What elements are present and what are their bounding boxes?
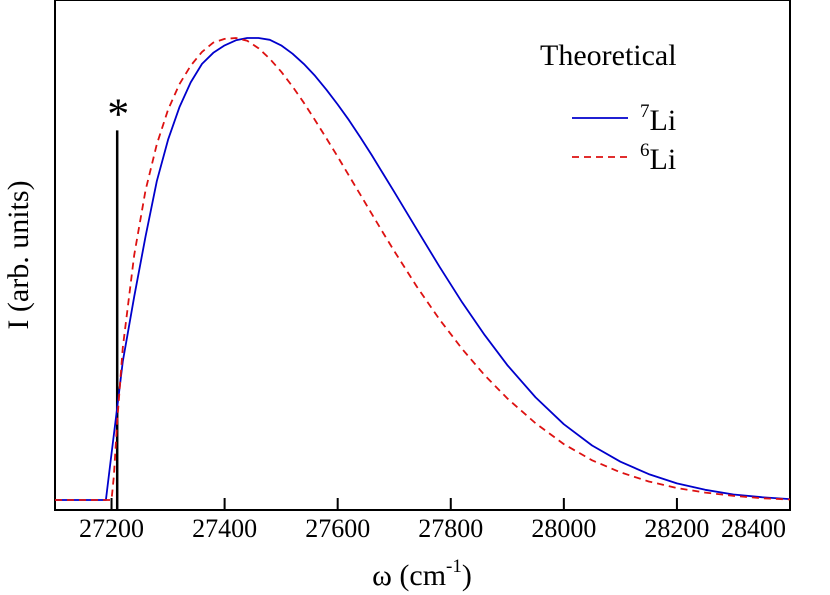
- asterisk-annotation: *: [107, 89, 129, 138]
- y-axis-label: I (arb. units): [2, 180, 35, 329]
- x-tick-label-28400: 28400: [721, 514, 786, 543]
- legend-label-7li: 7Li: [640, 101, 676, 137]
- legend: Theoretical 7Li 6Li: [540, 39, 677, 176]
- legend-sup-6li: 6: [640, 140, 650, 161]
- legend-label-6li: 6Li: [640, 140, 676, 176]
- legend-title: Theoretical: [540, 39, 677, 72]
- x-ticks: 27200 27400 27600 27800 28000 28200 28400: [79, 498, 791, 543]
- x-tick-label-27200: 27200: [79, 514, 144, 543]
- legend-text-7li: Li: [650, 104, 677, 137]
- x-axis-label-main: ω (cm: [372, 559, 446, 592]
- x-axis-label-sup: -1: [446, 556, 462, 577]
- x-tick-label-28000: 28000: [531, 514, 596, 543]
- x-tick-label-27800: 27800: [418, 514, 483, 543]
- x-tick-label-27400: 27400: [192, 514, 257, 543]
- x-tick-label-27600: 27600: [305, 514, 370, 543]
- x-axis-label-close: ): [462, 559, 472, 592]
- series-group: [55, 37, 791, 501]
- series-line-6li: [55, 37, 791, 501]
- plot-frame: [54, 0, 791, 511]
- x-axis-label: ω (cm-1): [372, 556, 472, 592]
- legend-text-6li: Li: [650, 143, 677, 176]
- series-line-7li: [55, 37, 791, 501]
- x-tick-label-28200: 28200: [644, 514, 709, 543]
- legend-sup-7li: 7: [640, 101, 650, 122]
